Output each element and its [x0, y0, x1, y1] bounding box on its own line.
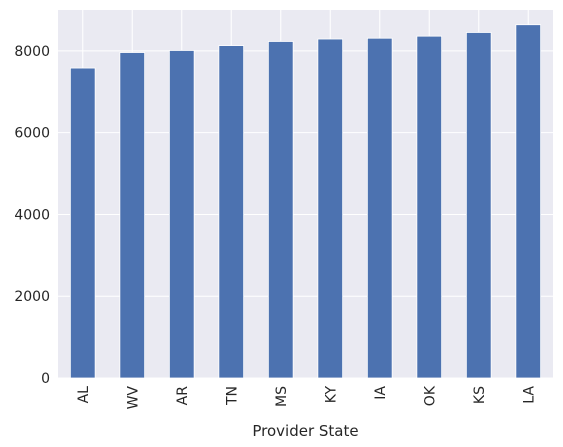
- bar-ar: [168, 50, 195, 379]
- y-tick-label: 4000: [14, 207, 50, 223]
- y-axis-ticks: 0 2000 4000 6000 8000: [14, 44, 50, 387]
- x-axis-title: Provider State: [252, 422, 358, 440]
- y-tick-label: 0: [41, 371, 50, 387]
- bar-tn: [218, 45, 245, 379]
- x-tick-label: KY: [323, 386, 339, 404]
- bar-la: [515, 24, 542, 379]
- x-tick-label: TN: [224, 386, 240, 406]
- bar-ms: [267, 41, 294, 379]
- x-tick-label: AR: [175, 386, 191, 406]
- x-tick-label: IA: [373, 386, 389, 400]
- x-axis-ticks: AL WV AR TN MS KY IA OK KS LA: [76, 385, 538, 409]
- x-tick-label: OK: [422, 385, 438, 406]
- y-tick-label: 8000: [14, 44, 50, 60]
- y-tick-label: 2000: [14, 289, 50, 305]
- x-tick-label: KS: [472, 386, 488, 404]
- x-tick-label: LA: [521, 386, 537, 404]
- y-tick-label: 6000: [14, 126, 50, 142]
- x-tick-label: WV: [125, 386, 141, 410]
- bar-ks: [465, 32, 492, 379]
- x-tick-label: MS: [274, 386, 290, 407]
- bar-ok: [416, 35, 443, 379]
- x-tick-label: AL: [76, 386, 92, 404]
- bar-ky: [317, 38, 344, 379]
- bar-al: [69, 67, 96, 379]
- bar-wv: [119, 52, 146, 379]
- bars: [69, 24, 542, 379]
- bar-ia: [366, 37, 393, 379]
